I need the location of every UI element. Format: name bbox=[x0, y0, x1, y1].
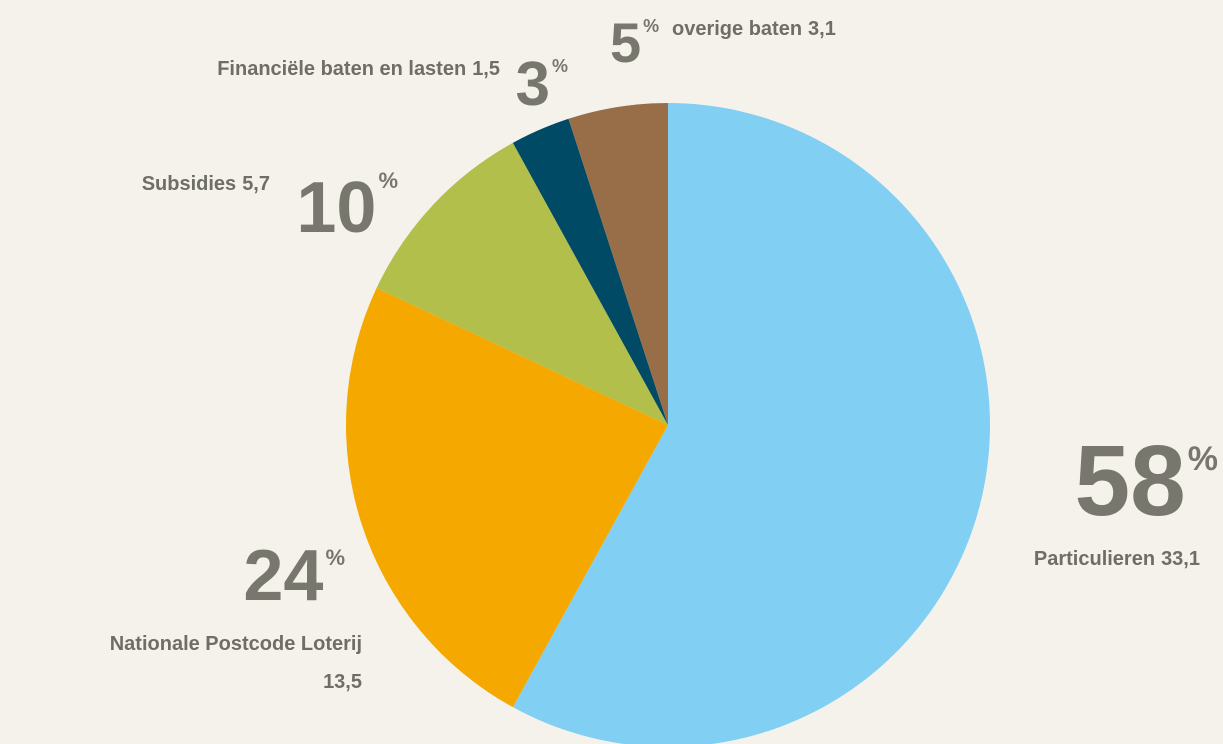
pie-slice bbox=[376, 142, 668, 425]
percent-label: 58% bbox=[1075, 425, 1218, 537]
amount-label: 3,1 bbox=[808, 18, 836, 40]
percent-sign: % bbox=[325, 545, 345, 570]
percent-label: 5% bbox=[610, 11, 659, 74]
pie-slice bbox=[512, 118, 668, 426]
percent-value: 5 bbox=[610, 11, 641, 74]
category-label: Particulieren 33,1 bbox=[1034, 548, 1200, 570]
percent-label: 3% bbox=[516, 50, 569, 119]
category-label: Subsidies 5,7 bbox=[142, 173, 270, 195]
category-name: overige baten bbox=[672, 18, 802, 40]
pie-slice bbox=[512, 103, 990, 744]
percent-value: 58 bbox=[1075, 425, 1186, 537]
category-name: Subsidies bbox=[142, 173, 236, 195]
percent-value: 3 bbox=[516, 50, 550, 119]
category-label: Nationale Postcode Loterij bbox=[110, 633, 362, 655]
percent-value: 24 bbox=[243, 536, 323, 616]
percent-sign: % bbox=[1188, 440, 1218, 478]
category-name: Financiële baten en lasten bbox=[217, 58, 466, 80]
amount-label: 33,1 bbox=[1161, 548, 1200, 570]
percent-sign: % bbox=[552, 56, 568, 76]
percent-sign: % bbox=[378, 168, 398, 193]
percent-label: 10% bbox=[296, 168, 398, 248]
category-label: Financiële baten en lasten 1,5 bbox=[217, 58, 500, 80]
percent-sign: % bbox=[643, 16, 659, 36]
amount-label: 13,5 bbox=[323, 671, 362, 693]
amount-label: 5,7 bbox=[242, 173, 270, 195]
percent-label: 24% bbox=[243, 536, 345, 616]
amount-label: 1,5 bbox=[472, 58, 500, 80]
category-label: overige baten 3,1 bbox=[672, 18, 836, 40]
percent-value: 10 bbox=[296, 168, 376, 248]
category-name: Particulieren bbox=[1034, 548, 1155, 570]
pie-slice bbox=[346, 287, 668, 708]
pie-slice bbox=[568, 103, 668, 425]
